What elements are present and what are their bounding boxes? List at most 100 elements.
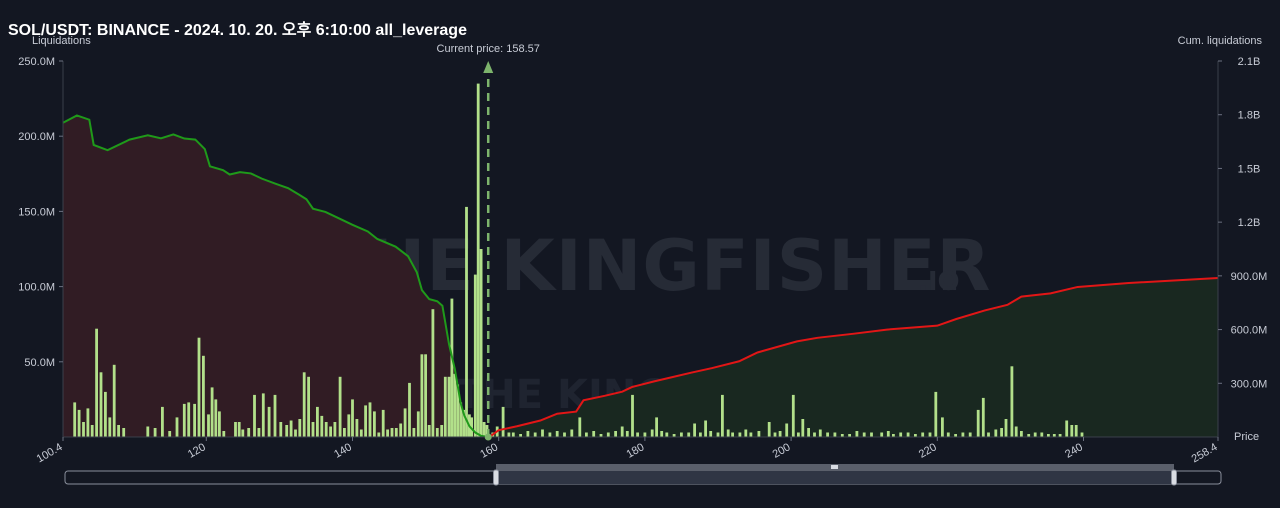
liquidation-bar — [333, 422, 337, 437]
liquidation-bar — [826, 432, 829, 437]
liquidation-bar — [373, 411, 376, 437]
liquidation-bar — [364, 405, 367, 437]
current-price-arrow — [483, 61, 494, 73]
x-tick-label: 258.4 — [1190, 441, 1220, 465]
liquidation-bar — [416, 411, 420, 437]
liquidation-bar — [1014, 426, 1018, 437]
liquidation-bar — [394, 428, 398, 437]
liquidation-bar — [377, 432, 381, 437]
liquidation-bar — [592, 431, 596, 437]
liquidation-bar — [279, 422, 283, 437]
liquidation-bar — [77, 409, 81, 437]
left-tick-label: 200.0M — [18, 131, 55, 143]
liquidation-bar — [104, 391, 107, 437]
short-liquidation-area — [63, 115, 489, 437]
liquidation-bar — [672, 434, 676, 437]
liquidation-bar — [625, 431, 629, 437]
liquidation-bar — [482, 422, 486, 437]
liquidation-bar — [906, 432, 910, 437]
liquidation-bar — [928, 432, 932, 437]
liquidation-bar — [431, 309, 435, 437]
liquidation-bar — [880, 432, 884, 437]
liquidation-bar — [1065, 420, 1069, 437]
liquidation-bar — [368, 402, 372, 437]
current-price-dot — [484, 433, 492, 441]
left-axis-title: Liquidations — [32, 35, 91, 47]
liquidation-bar — [1074, 425, 1078, 437]
liquidation-bar — [606, 432, 610, 437]
liquidation-bar — [709, 431, 713, 437]
liquidation-bar — [289, 420, 293, 437]
short-cumulative-line — [62, 114, 489, 438]
cumulative-areas — [63, 115, 1218, 437]
x-tick-label: 180 — [624, 441, 646, 461]
liquidation-bar — [210, 387, 214, 437]
liquidation-bar — [818, 429, 822, 437]
liquidation-bar — [704, 420, 707, 437]
range-navigator[interactable] — [64, 464, 1222, 486]
liquidation-bar — [813, 432, 816, 437]
liquidation-bar — [899, 432, 903, 437]
liquidation-bar — [456, 384, 460, 437]
liquidation-bar — [285, 425, 289, 437]
liquidation-bar — [476, 83, 480, 437]
liquidation-bar — [1047, 434, 1050, 437]
liquidation-bar — [721, 394, 724, 437]
liquidation-bar — [631, 394, 634, 437]
navigator-selected-range — [496, 471, 1174, 484]
right-tick-label: 1.8B — [1238, 110, 1261, 122]
liquidation-bar — [108, 417, 112, 437]
liquidation-bar — [122, 428, 126, 437]
liquidation-bar — [207, 414, 210, 437]
liquidation-bar — [599, 434, 603, 437]
liquidation-bar — [548, 432, 552, 437]
liquidation-bar — [90, 425, 94, 437]
current-price-marker: Current price: 158.57 — [437, 43, 540, 441]
liquidation-bar — [435, 428, 439, 437]
liquidation-bar — [833, 432, 837, 437]
liquidation-bar — [82, 422, 85, 437]
liquidation-bar — [193, 403, 196, 437]
liquidation-bar — [655, 417, 658, 437]
liquidation-bar — [767, 422, 771, 437]
liquidation-bar — [501, 406, 505, 437]
x-axis-title: Price — [1234, 431, 1259, 443]
liquidation-bar — [693, 423, 696, 437]
liquidation-bar — [757, 431, 761, 437]
liquidation-bar — [660, 431, 664, 437]
x-tick-label: 100.4 — [35, 441, 65, 465]
x-tick-label: 140 — [332, 441, 354, 461]
liquidation-bar — [386, 429, 389, 437]
liquidation-bar — [699, 432, 702, 437]
liquidation-bar — [153, 428, 157, 437]
liquidation-bar — [399, 423, 403, 437]
liquidation-bar — [801, 419, 805, 437]
liquidation-bar — [465, 206, 468, 437]
liquidation-bar — [146, 426, 150, 437]
liquidation-bar — [807, 428, 810, 437]
x-tick-label: 120 — [186, 441, 208, 461]
liquidation-bar — [420, 354, 424, 437]
cumulative-lines — [62, 114, 1219, 438]
liquidation-bar — [390, 428, 394, 437]
liquidation-bar — [86, 408, 90, 437]
liquidation-bar — [785, 423, 789, 437]
liquidation-bar — [778, 431, 782, 437]
right-tick-label: 1.5B — [1238, 163, 1261, 175]
liquidation-bar — [187, 402, 191, 437]
liquidation-bar — [636, 432, 639, 437]
liquidation-bar — [886, 431, 890, 437]
liquidation-bar — [168, 431, 172, 437]
liquidation-bar — [443, 376, 447, 437]
liquidation-bar — [1004, 419, 1008, 437]
liquidation-bar — [585, 432, 588, 437]
right-tick-label: 300.0M — [1231, 378, 1268, 390]
liquidation-bar — [267, 406, 271, 437]
liquidation-bar — [848, 434, 851, 437]
liquidation-bar — [946, 432, 950, 437]
right-tick-label: 1.2B — [1238, 217, 1261, 229]
liquidation-bar — [241, 429, 245, 437]
liquidation-bar — [381, 409, 385, 437]
liquidation-bar — [316, 406, 319, 437]
